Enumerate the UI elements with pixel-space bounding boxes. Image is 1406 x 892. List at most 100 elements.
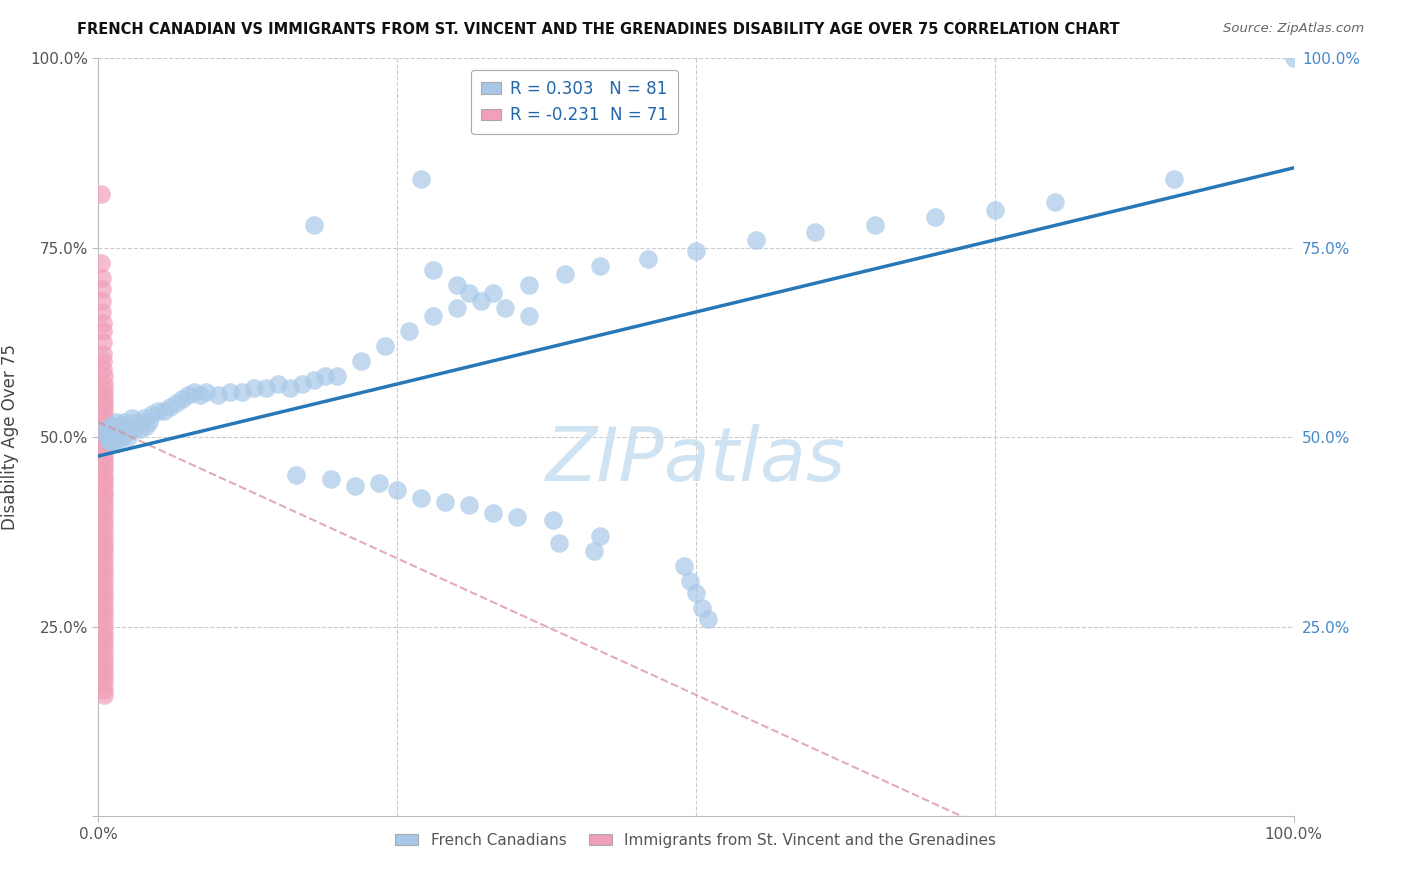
Point: [385, 483, 409, 498]
Point: [93, 528, 115, 542]
Point: [93, 682, 115, 697]
Point: [93, 434, 115, 448]
Text: Source: ZipAtlas.com: Source: ZipAtlas.com: [1223, 22, 1364, 36]
Point: [91, 362, 114, 376]
Legend: French Canadians, Immigrants from St. Vincent and the Grenadines: French Canadians, Immigrants from St. Vi…: [389, 827, 1002, 854]
Point: [98, 430, 122, 444]
Point: [107, 434, 129, 448]
Point: [93, 424, 115, 438]
Point: [129, 422, 152, 436]
Point: [107, 418, 129, 433]
Point: [93, 512, 115, 526]
Point: [125, 415, 148, 429]
Point: [93, 422, 115, 436]
Point: [103, 434, 125, 448]
Point: [93, 568, 115, 582]
Point: [422, 309, 444, 323]
Point: [91, 335, 114, 350]
Point: [1043, 194, 1066, 209]
Point: [93, 418, 115, 433]
Point: [121, 411, 143, 425]
Point: [103, 426, 125, 441]
Point: [517, 278, 540, 293]
Point: [93, 458, 115, 473]
Point: [93, 563, 115, 577]
Point: [93, 608, 115, 623]
Point: [93, 428, 115, 442]
Point: [90, 255, 112, 269]
Point: [93, 413, 115, 427]
Point: [685, 585, 707, 599]
Point: [93, 517, 115, 532]
Point: [291, 376, 314, 391]
Point: [93, 670, 115, 684]
Point: [105, 415, 128, 429]
Y-axis label: Disability Age Over 75: Disability Age Over 75: [1, 344, 18, 530]
Point: [583, 543, 606, 558]
Point: [865, 218, 887, 232]
Point: [111, 430, 134, 444]
Point: [93, 580, 115, 594]
Point: [589, 260, 612, 274]
Point: [183, 384, 205, 399]
Point: [112, 415, 135, 429]
Point: [93, 551, 115, 566]
Point: [101, 426, 124, 441]
Point: [93, 648, 115, 662]
Point: [804, 225, 827, 239]
Point: [93, 665, 115, 680]
Point: [254, 381, 277, 395]
Point: [93, 449, 115, 463]
Point: [93, 479, 115, 493]
Point: [93, 642, 115, 657]
Point: [1163, 172, 1185, 186]
Point: [93, 688, 115, 702]
Point: [97, 426, 120, 441]
Point: [91, 293, 114, 308]
Point: [100, 418, 122, 433]
Point: [231, 384, 253, 399]
Point: [105, 426, 128, 441]
Point: [93, 597, 115, 611]
Point: [243, 381, 266, 395]
Point: [93, 443, 115, 458]
Point: [91, 346, 114, 360]
Point: [93, 474, 115, 488]
Point: [195, 384, 218, 399]
Point: [93, 654, 115, 668]
Point: [93, 494, 115, 508]
Point: [110, 426, 132, 441]
Point: [267, 376, 290, 391]
Point: [93, 369, 115, 384]
Point: [96, 430, 118, 444]
Point: [547, 536, 569, 550]
Point: [98, 434, 122, 448]
Point: [104, 422, 127, 436]
Point: [219, 384, 242, 399]
Point: [148, 403, 170, 417]
Point: [374, 339, 396, 353]
Point: [745, 233, 768, 247]
Point: [554, 267, 576, 281]
Point: [93, 574, 115, 589]
Point: [101, 430, 124, 444]
Point: [165, 396, 187, 410]
Point: [690, 600, 713, 615]
Point: [697, 612, 720, 626]
Point: [93, 484, 115, 499]
Point: [93, 464, 115, 478]
Point: [93, 506, 115, 520]
Point: [117, 430, 139, 444]
Point: [302, 373, 325, 387]
Point: [93, 500, 115, 514]
Point: [344, 479, 367, 493]
Point: [494, 301, 516, 315]
Point: [481, 285, 505, 300]
Point: [98, 422, 122, 436]
Point: [93, 403, 115, 417]
Point: [93, 631, 115, 645]
Text: FRENCH CANADIAN VS IMMIGRANTS FROM ST. VINCENT AND THE GRENADINES DISABILITY AGE: FRENCH CANADIAN VS IMMIGRANTS FROM ST. V…: [77, 22, 1121, 37]
Point: [458, 498, 481, 512]
Point: [589, 528, 612, 542]
Point: [302, 218, 325, 232]
